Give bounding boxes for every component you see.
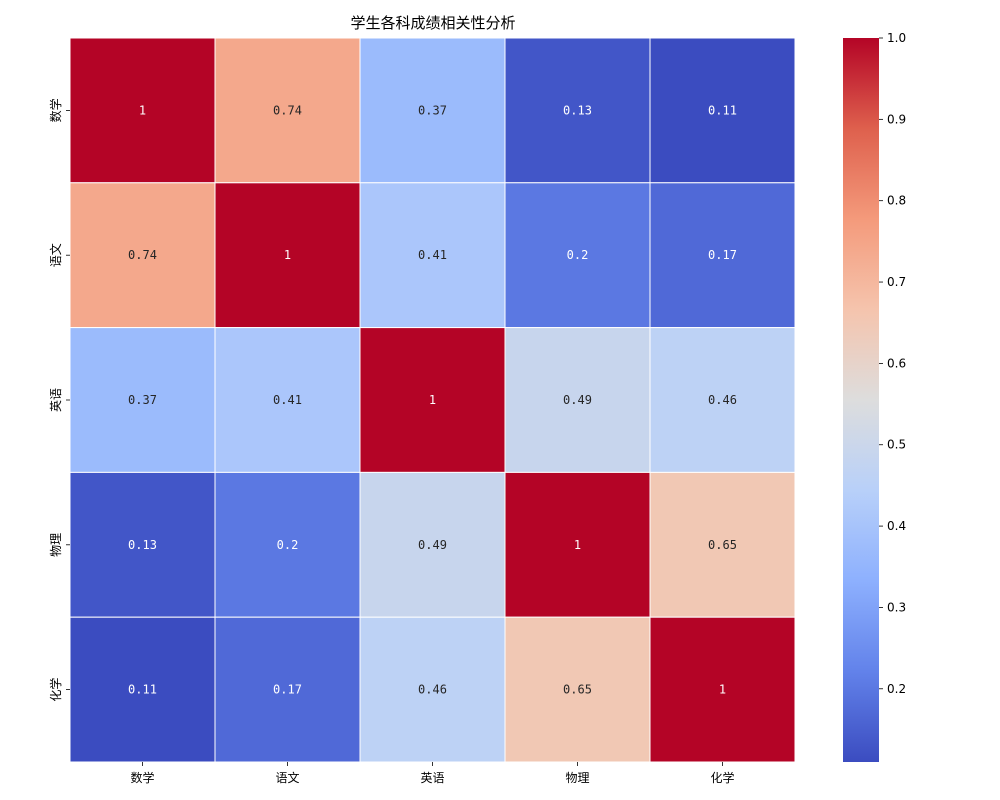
cell-annotation: 1 bbox=[284, 248, 291, 262]
colorbar-tick-label: 0.6 bbox=[887, 356, 906, 370]
cell-annotation: 0.46 bbox=[708, 393, 737, 407]
heatmap-cell bbox=[504, 471, 651, 618]
heatmap-cell bbox=[214, 37, 361, 184]
chart-title: 学生各科成绩相关性分析 bbox=[350, 14, 515, 32]
cell-annotation: 1 bbox=[719, 683, 726, 697]
x-tick-label: 物理 bbox=[565, 771, 589, 785]
heatmap-cell bbox=[69, 37, 216, 184]
heatmap-cell bbox=[214, 327, 361, 473]
cell-annotation: 0.11 bbox=[708, 103, 737, 117]
cell-annotation: 0.37 bbox=[128, 393, 157, 407]
x-tick-label: 化学 bbox=[710, 770, 734, 785]
cell-annotation: 0.49 bbox=[418, 538, 447, 552]
cell-annotation: 0.17 bbox=[708, 248, 737, 262]
heatmap-cell bbox=[649, 37, 796, 184]
colorbar-tick-label: 1.0 bbox=[887, 31, 906, 45]
cell-annotation: 0.13 bbox=[128, 538, 157, 552]
colorbar-tick-label: 0.2 bbox=[887, 682, 906, 696]
heatmap-cell bbox=[359, 327, 506, 473]
heatmap-cell bbox=[359, 182, 506, 329]
heatmap-cell bbox=[649, 471, 796, 618]
cell-annotation: 0.74 bbox=[273, 103, 302, 117]
cell-annotation: 0.37 bbox=[418, 103, 447, 117]
heatmap-cell bbox=[504, 37, 651, 184]
cell-annotation: 1 bbox=[574, 538, 581, 552]
x-axis: 数学 语文 英语 物理 化学 bbox=[130, 762, 735, 785]
heatmap-cell bbox=[214, 182, 361, 329]
heatmap-cell bbox=[359, 37, 506, 184]
colorbar-tick-label: 0.9 bbox=[887, 112, 906, 126]
y-tick-label: 化学 bbox=[48, 678, 63, 702]
heatmap-cell bbox=[214, 616, 361, 763]
heatmap-cells bbox=[69, 37, 796, 763]
heatmap-cell bbox=[69, 616, 216, 763]
colorbar-tick-label: 0.7 bbox=[887, 275, 906, 289]
cell-annotation: 1 bbox=[429, 393, 436, 407]
heatmap-cell bbox=[69, 182, 216, 329]
x-tick-label: 语文 bbox=[275, 770, 299, 785]
cell-annotation: 0.74 bbox=[128, 248, 157, 262]
colorbar: 0.2 0.3 0.4 0.5 0.6 0.7 0.8 0.9 1.0 bbox=[843, 31, 906, 762]
heatmap-cell bbox=[504, 327, 651, 473]
colorbar-tick-label: 0.5 bbox=[887, 438, 906, 452]
cell-annotation: 0.11 bbox=[128, 683, 157, 697]
colorbar-tick-label: 0.8 bbox=[887, 194, 906, 208]
heatmap-cell bbox=[649, 327, 796, 473]
x-tick-label: 数学 bbox=[130, 770, 154, 785]
heatmap-cell bbox=[649, 182, 796, 329]
heatmap-cell bbox=[359, 616, 506, 763]
cell-annotation: 1 bbox=[139, 103, 146, 117]
cell-annotation: 0.2 bbox=[277, 538, 299, 552]
cell-annotation: 0.17 bbox=[273, 683, 302, 697]
cell-annotation: 0.49 bbox=[563, 393, 592, 407]
cell-annotation: 0.2 bbox=[567, 248, 589, 262]
y-tick-label: 数学 bbox=[48, 98, 63, 122]
cell-annotation: 0.65 bbox=[563, 683, 592, 697]
cell-annotation: 0.65 bbox=[708, 538, 737, 552]
colorbar-gradient bbox=[843, 38, 879, 762]
heatmap-annotations: 1 0.74 0.37 0.13 0.11 0.74 1 0.41 0.2 0.17 0.37 0.4… bbox=[128, 103, 737, 696]
x-tick-label: 英语 bbox=[420, 771, 444, 785]
cell-annotation: 0.41 bbox=[418, 248, 447, 262]
heatmap-cell bbox=[359, 471, 506, 618]
y-tick-label: 英语 bbox=[49, 388, 63, 412]
y-tick-label: 物理 bbox=[49, 533, 63, 557]
heatmap-cell bbox=[649, 616, 796, 763]
y-tick-label: 语文 bbox=[48, 243, 63, 267]
colorbar-tick-label: 0.4 bbox=[887, 519, 906, 533]
cell-annotation: 0.41 bbox=[273, 393, 302, 407]
cell-annotation: 0.13 bbox=[563, 103, 592, 117]
heatmap-cell bbox=[214, 471, 361, 618]
colorbar-tick-label: 0.3 bbox=[887, 600, 906, 614]
cell-annotation: 0.46 bbox=[418, 683, 447, 697]
